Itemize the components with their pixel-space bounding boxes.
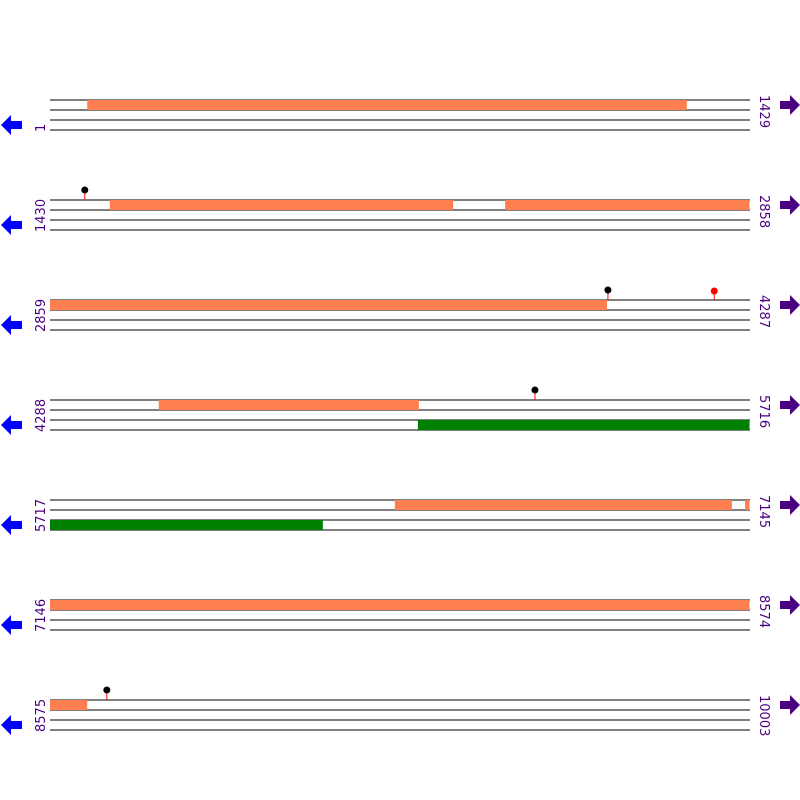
- site-marker[interactable]: [604, 286, 612, 301]
- forward-feature[interactable]: [505, 200, 750, 210]
- row-end-label: 4287: [756, 295, 771, 328]
- row-end-label: 10003: [756, 695, 771, 736]
- map-row: 8575 10003: [1, 686, 800, 736]
- arrow-right-icon: [780, 695, 800, 715]
- arrow-right-icon: [780, 395, 800, 415]
- row-start-label: 1430: [34, 199, 49, 232]
- forward-feature[interactable]: [50, 700, 88, 710]
- forward-feature[interactable]: [50, 300, 607, 310]
- site-marker[interactable]: [710, 287, 718, 301]
- row-start-label: 1: [34, 124, 49, 132]
- marker-head: [710, 287, 718, 295]
- row-end-label: 5716: [756, 395, 771, 428]
- arrow-left-icon: [1, 315, 22, 335]
- arrow-left-icon: [1, 615, 22, 635]
- map-row: 7146 8574: [1, 595, 800, 635]
- site-marker[interactable]: [103, 686, 111, 701]
- arrow-left-icon: [1, 415, 22, 435]
- row-end-label: 7145: [756, 495, 771, 528]
- arrow-left-icon: [1, 715, 22, 735]
- arrow-right-icon: [780, 595, 800, 615]
- arrow-right-icon: [780, 295, 800, 315]
- row-start-label: 5717: [34, 499, 49, 532]
- row-start-label: 8575: [34, 699, 49, 732]
- row-end-label: 8574: [756, 595, 771, 628]
- arrow-left-icon: [1, 215, 22, 235]
- row-end-label: 2858: [756, 195, 771, 228]
- row-start-label: 7146: [34, 599, 49, 632]
- forward-feature[interactable]: [745, 500, 750, 510]
- forward-feature[interactable]: [50, 600, 750, 610]
- arrow-right-icon: [780, 495, 800, 515]
- marker-head: [604, 286, 612, 294]
- row-start-label: 2859: [34, 299, 49, 332]
- map-row: 2859 4287: [1, 286, 800, 335]
- forward-feature[interactable]: [87, 100, 687, 110]
- arrow-right-icon: [780, 195, 800, 215]
- marker-head: [103, 686, 111, 694]
- forward-feature[interactable]: [109, 200, 454, 210]
- map-row: 5717 7145: [1, 495, 800, 535]
- map-row: 1 1429: [1, 95, 800, 135]
- forward-feature[interactable]: [394, 500, 732, 510]
- row-end-label: 1429: [756, 95, 771, 128]
- map-row: 4288 5716: [1, 386, 800, 435]
- site-marker[interactable]: [81, 186, 89, 201]
- row-start-label: 4288: [34, 399, 49, 432]
- marker-head: [81, 186, 89, 194]
- forward-feature[interactable]: [158, 400, 419, 410]
- map-row: 1430 2858: [1, 186, 800, 235]
- reverse-feature[interactable]: [417, 420, 750, 430]
- site-marker[interactable]: [531, 386, 539, 401]
- arrow-right-icon: [780, 95, 800, 115]
- arrow-left-icon: [1, 515, 22, 535]
- arrow-left-icon: [1, 115, 22, 135]
- reverse-feature[interactable]: [50, 520, 323, 530]
- marker-head: [531, 386, 539, 394]
